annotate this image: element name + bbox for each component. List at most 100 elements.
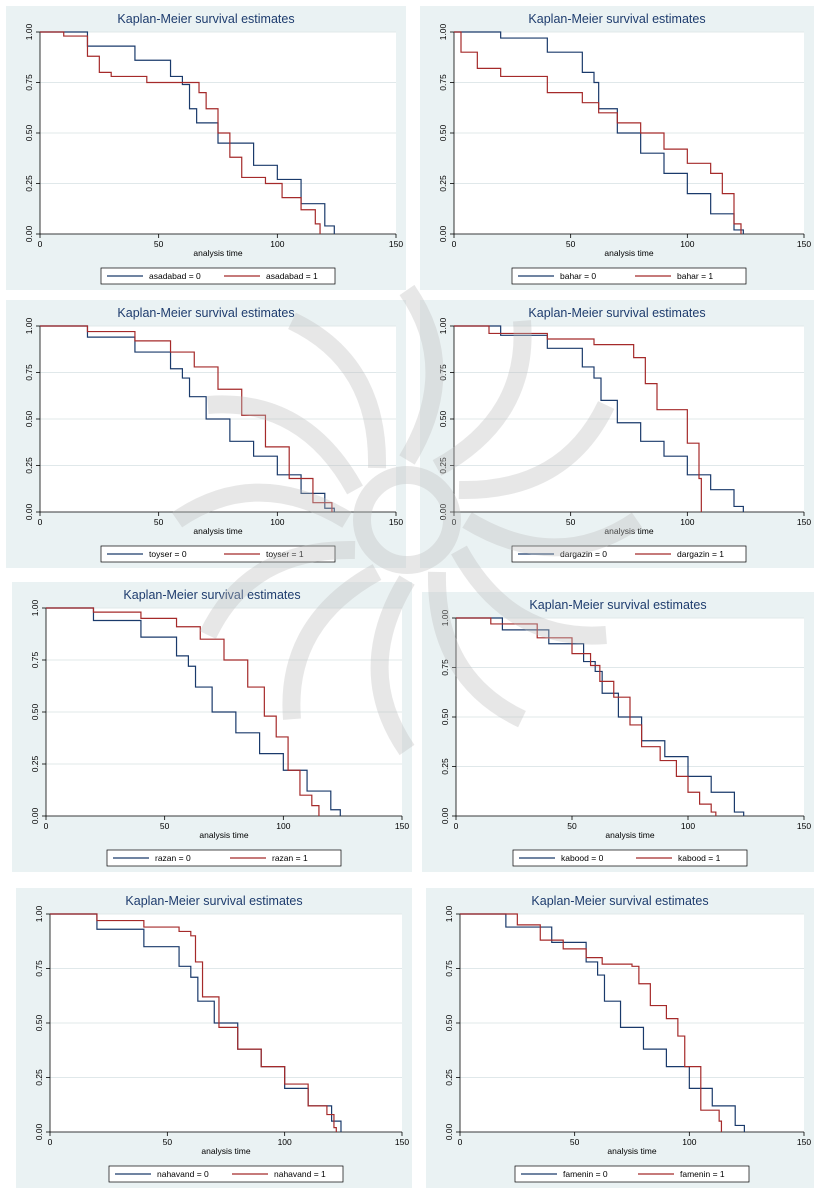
legend-label-0: dargazin = 0 <box>560 549 607 559</box>
series-line-0 <box>40 325 335 512</box>
x-tick-label: 150 <box>797 1137 811 1147</box>
x-tick-label: 0 <box>44 821 49 831</box>
x-tick-label: 0 <box>458 1137 463 1147</box>
y-tick-label: 0.75 <box>440 659 450 676</box>
y-tick-label: 0.75 <box>30 651 40 668</box>
chart-title: Kaplan-Meier survival estimates <box>531 894 708 908</box>
series-line-0 <box>460 913 745 1132</box>
km-chart-nahavand: Kaplan-Meier survival estimates 0.00 0.25 0… <box>34 894 409 1183</box>
x-tick-label: 50 <box>566 517 576 527</box>
legend-box <box>514 1165 750 1183</box>
legend-label-1: razan = 1 <box>272 853 308 863</box>
legend-label-1: nahavand = 1 <box>274 1169 326 1179</box>
km-panel-dargazin: Kaplan-Meier survival estimates 0.00 0.25 0… <box>420 300 814 568</box>
series-line-0 <box>454 31 744 234</box>
y-tick-label: 0.25 <box>34 1069 44 1086</box>
x-tick-label: 150 <box>797 239 811 249</box>
legend-box <box>100 267 336 285</box>
y-tick-label: 0.00 <box>34 1123 44 1140</box>
series-line-1 <box>50 913 337 1132</box>
y-tick-label: 0.50 <box>438 410 448 427</box>
x-tick-label: 100 <box>278 1137 292 1147</box>
x-tick-label: 50 <box>160 821 170 831</box>
y-tick-label: 0.50 <box>438 124 448 141</box>
x-tick-label: 50 <box>154 239 164 249</box>
x-tick-label: 50 <box>566 239 576 249</box>
y-tick-label: 1.00 <box>30 599 40 616</box>
legend-box <box>106 849 342 867</box>
y-tick-label: 0.75 <box>438 74 448 91</box>
y-tick-label: 0.00 <box>444 1123 454 1140</box>
x-tick-label: 50 <box>154 517 164 527</box>
y-tick-label: 1.00 <box>24 317 34 334</box>
series-line-0 <box>454 325 744 512</box>
x-axis-label: analysis time <box>605 830 654 840</box>
km-chart-toyser: Kaplan-Meier survival estimates 0.00 0.25 0… <box>24 306 403 563</box>
series-line-1 <box>46 607 320 816</box>
y-tick-label: 0.25 <box>438 457 448 474</box>
y-tick-label: 1.00 <box>444 905 454 922</box>
y-tick-label: 0.00 <box>24 225 34 242</box>
y-tick-label: 0.50 <box>440 708 450 725</box>
y-tick-label: 0.25 <box>24 457 34 474</box>
y-tick-label: 0.00 <box>440 807 450 824</box>
y-tick-label: 0.00 <box>30 807 40 824</box>
x-tick-label: 150 <box>395 821 409 831</box>
km-chart-asadabad: Kaplan-Meier survival estimates 0.00 0.25 0… <box>24 12 403 285</box>
x-tick-label: 100 <box>682 1137 696 1147</box>
legend-label-1: asadabad = 1 <box>266 271 318 281</box>
y-tick-label: 0.00 <box>438 503 448 520</box>
x-tick-label: 100 <box>276 821 290 831</box>
legend-box <box>511 545 747 563</box>
x-axis-label: analysis time <box>604 248 653 258</box>
x-tick-label: 0 <box>454 821 459 831</box>
y-tick-label: 0.75 <box>24 74 34 91</box>
chart-title: Kaplan-Meier survival estimates <box>123 588 300 602</box>
x-axis-label: analysis time <box>604 526 653 536</box>
x-tick-label: 100 <box>681 821 695 831</box>
km-panel-toyser: Kaplan-Meier survival estimates 0.00 0.25 0… <box>6 300 406 568</box>
x-axis-label: analysis time <box>193 526 242 536</box>
km-chart-bahar: Kaplan-Meier survival estimates 0.00 0.25 0… <box>438 12 811 285</box>
chart-title: Kaplan-Meier survival estimates <box>528 12 705 26</box>
y-tick-label: 0.50 <box>24 410 34 427</box>
km-chart-razan: Kaplan-Meier survival estimates 0.00 0.25 0… <box>30 588 409 867</box>
x-tick-label: 100 <box>270 517 284 527</box>
x-tick-label: 0 <box>38 239 43 249</box>
y-tick-label: 0.50 <box>34 1014 44 1031</box>
x-axis-label: analysis time <box>193 248 242 258</box>
legend-label-1: famenin = 1 <box>680 1169 725 1179</box>
y-tick-label: 0.25 <box>438 175 448 192</box>
x-tick-label: 100 <box>680 517 694 527</box>
legend-label-1: toyser = 1 <box>266 549 304 559</box>
legend-box <box>511 267 747 285</box>
x-tick-label: 150 <box>395 1137 409 1147</box>
series-line-1 <box>454 325 702 512</box>
x-axis-label: analysis time <box>199 830 248 840</box>
y-tick-label: 1.00 <box>438 23 448 40</box>
series-line-1 <box>40 31 321 234</box>
y-tick-label: 0.75 <box>444 960 454 977</box>
km-chart-dargazin: Kaplan-Meier survival estimates 0.00 0.25 0… <box>438 306 811 563</box>
km-panel-famenin: Kaplan-Meier survival estimates 0.00 0.25 0… <box>426 888 814 1188</box>
chart-title: Kaplan-Meier survival estimates <box>528 306 705 320</box>
y-tick-label: 0.75 <box>24 364 34 381</box>
x-tick-label: 150 <box>389 517 403 527</box>
x-tick-label: 0 <box>452 239 457 249</box>
km-panel-nahavand: Kaplan-Meier survival estimates 0.00 0.25 0… <box>16 888 412 1188</box>
legend-label-1: kabood = 1 <box>678 853 721 863</box>
y-tick-label: 0.75 <box>438 364 448 381</box>
legend-label-0: nahavand = 0 <box>157 1169 209 1179</box>
chart-title: Kaplan-Meier survival estimates <box>125 894 302 908</box>
y-tick-label: 0.25 <box>24 175 34 192</box>
x-tick-label: 50 <box>163 1137 173 1147</box>
legend-label-1: bahar = 1 <box>677 271 713 281</box>
series-line-1 <box>40 325 333 512</box>
x-axis-label: analysis time <box>201 1146 250 1156</box>
legend-label-0: kabood = 0 <box>561 853 604 863</box>
y-tick-label: 1.00 <box>438 317 448 334</box>
chart-title: Kaplan-Meier survival estimates <box>117 306 294 320</box>
x-tick-label: 100 <box>680 239 694 249</box>
x-tick-label: 0 <box>38 517 43 527</box>
chart-title: Kaplan-Meier survival estimates <box>529 598 706 612</box>
